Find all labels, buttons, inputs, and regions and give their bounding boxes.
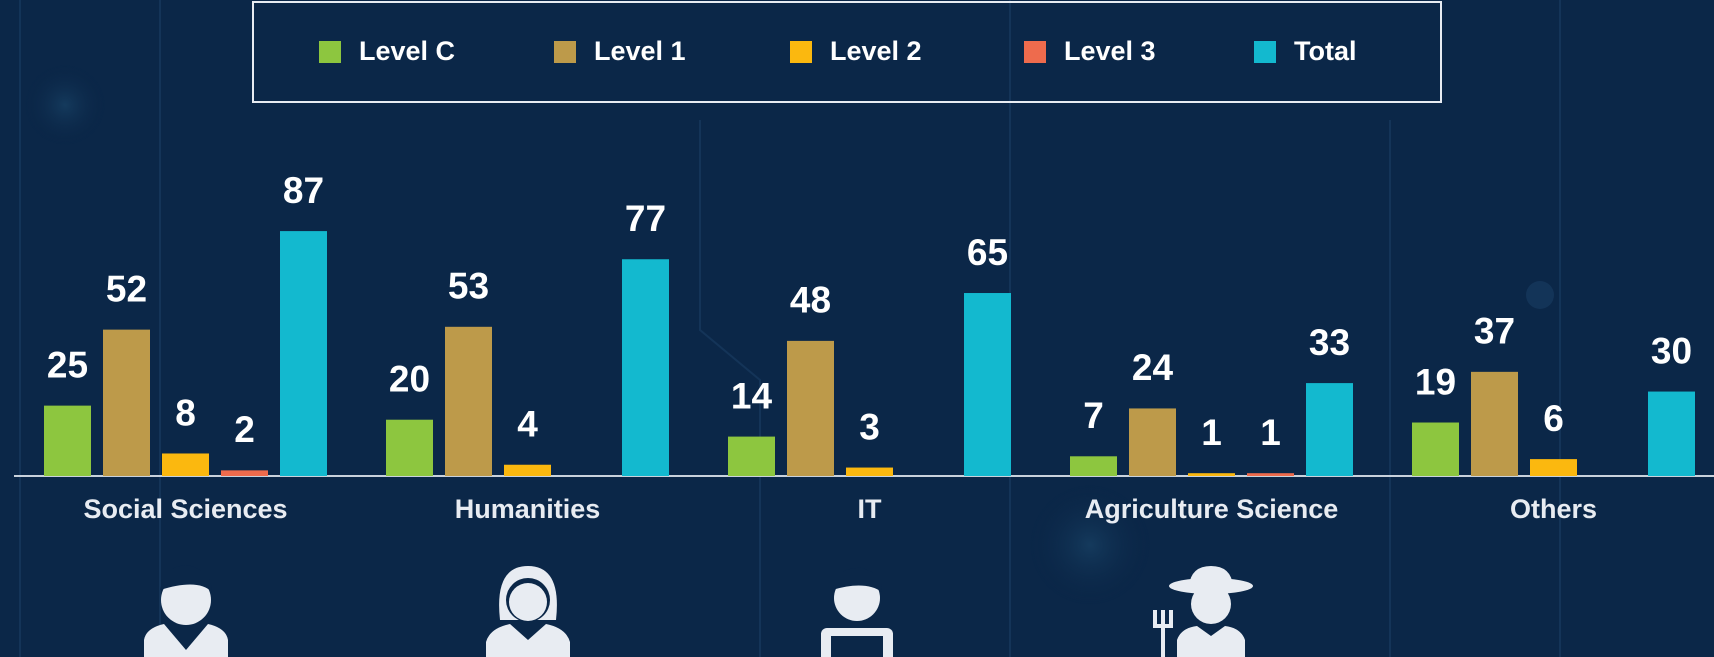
data-label: 65 (967, 232, 1008, 273)
data-label: 19 (1415, 361, 1456, 402)
bar (1648, 391, 1695, 476)
legend-swatch (790, 41, 812, 63)
x-tick-label: Social Sciences (83, 494, 287, 524)
data-label: 37 (1474, 311, 1515, 352)
bar (787, 340, 834, 476)
bar (103, 329, 150, 476)
data-label: 25 (47, 344, 88, 385)
x-tick-label: IT (858, 494, 883, 524)
bar (1471, 371, 1518, 476)
person-icon (144, 565, 228, 657)
data-label: 48 (790, 280, 831, 321)
data-label: 2 (234, 409, 255, 450)
bar (445, 326, 492, 476)
bar (504, 464, 551, 476)
person-icon (486, 566, 570, 657)
data-label: 77 (625, 198, 666, 239)
data-label: 33 (1309, 322, 1350, 363)
data-label: 24 (1132, 347, 1174, 388)
legend-swatch (1024, 41, 1046, 63)
bar (728, 436, 775, 476)
bar (1530, 459, 1577, 476)
data-label: 87 (283, 170, 324, 211)
data-label: 30 (1651, 330, 1692, 371)
legend-swatch (319, 41, 341, 63)
legend-box (252, 1, 1442, 103)
bar (44, 405, 91, 476)
x-tick-label: Humanities (455, 494, 601, 524)
bar (162, 453, 209, 476)
bar (221, 470, 268, 476)
bar (964, 293, 1011, 476)
bar (1188, 473, 1235, 476)
legend-swatch (554, 41, 576, 63)
legend-label: Level C (359, 36, 455, 66)
bar (1129, 408, 1176, 476)
legend-label: Level 1 (594, 36, 686, 66)
bar (280, 231, 327, 476)
data-label: 53 (448, 266, 489, 307)
bar (1412, 422, 1459, 476)
x-tick-label: Agriculture Science (1085, 494, 1339, 524)
bar (846, 467, 893, 476)
person-icon (1153, 566, 1253, 657)
bar (1306, 383, 1353, 476)
x-tick-label: Others (1510, 494, 1597, 524)
icons (144, 565, 1253, 657)
data-label: 52 (106, 268, 147, 309)
data-label: 20 (389, 358, 430, 399)
legend-swatch (1254, 41, 1276, 63)
bar (1247, 473, 1294, 476)
data-label: 8 (175, 392, 196, 433)
data-label: 1 (1260, 412, 1281, 453)
legend-label: Level 3 (1064, 36, 1156, 66)
data-label: 7 (1083, 395, 1104, 436)
data-label: 6 (1543, 398, 1564, 439)
bar (386, 419, 433, 476)
data-label: 14 (731, 375, 773, 416)
data-label: 3 (859, 406, 880, 447)
data-label: 1 (1201, 412, 1222, 453)
legend-label: Level 2 (830, 36, 922, 66)
legend-label: Total (1294, 36, 1357, 66)
data-label: 4 (517, 404, 538, 445)
person-icon (821, 567, 893, 657)
background-decoration (19, 0, 1561, 657)
bar (622, 259, 669, 476)
bar (1070, 456, 1117, 476)
